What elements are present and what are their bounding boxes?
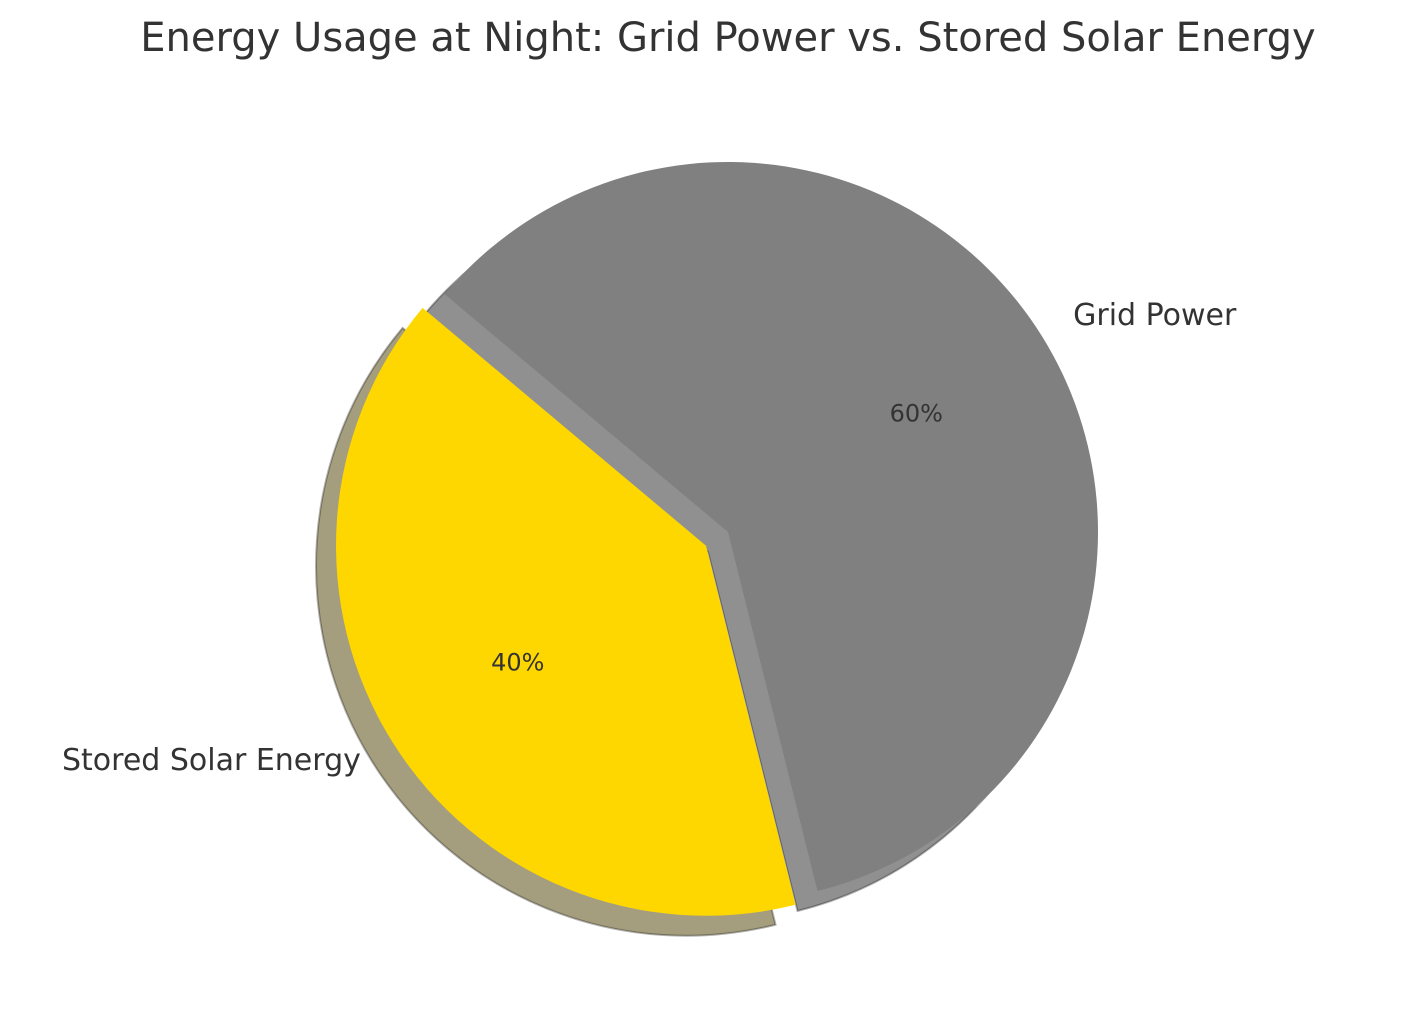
- wedge-label: Grid Power: [1073, 298, 1237, 333]
- wedge-label: Stored Solar Energy: [62, 743, 361, 778]
- wedge: [336, 307, 796, 916]
- value-label: 60%: [890, 399, 943, 427]
- chart-title: Energy Usage at Night: Grid Power vs. St…: [140, 15, 1315, 61]
- value-label: 40%: [491, 648, 544, 676]
- wedge: [444, 161, 1099, 892]
